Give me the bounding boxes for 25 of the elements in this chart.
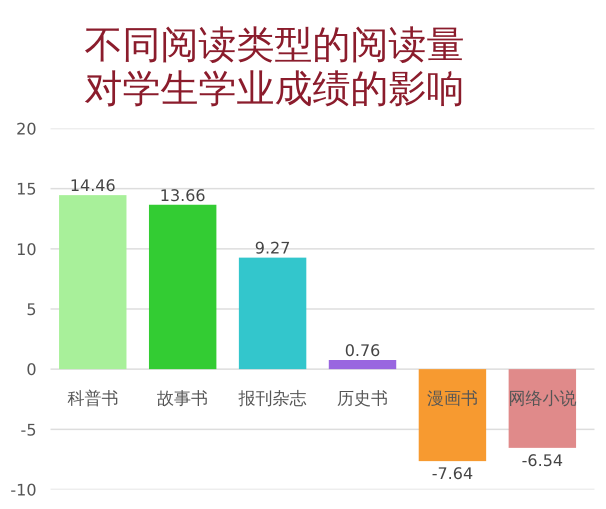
x-tick-label: 漫画书 [426,389,478,410]
data-label: -7.64 [432,464,474,484]
x-tick-label: 历史书 [337,389,388,410]
bar [59,195,126,370]
x-tick-label: 报刊杂志 [238,389,307,410]
y-tick-label: 20 [16,120,36,138]
y-tick-label: -5 [20,420,36,440]
bar [508,369,576,448]
bar [418,369,486,462]
data-label: 13.66 [160,186,206,205]
x-tick-label: 故事书 [157,389,208,410]
bar [238,258,306,370]
x-tick-label: 科普书 [67,389,118,410]
chart-title: 不同阅读类型的阅读量对学生学业成绩的影响 [84,22,464,110]
bar [148,204,216,370]
bar [328,360,396,370]
y-tick-label: 10 [16,240,36,259]
data-label: 9.27 [254,238,290,258]
data-label: 14.46 [70,176,116,196]
y-tick-label: 15 [16,180,36,199]
y-tick-label: 0 [26,360,37,380]
data-label: -6.54 [522,450,564,470]
y-tick-label: -10 [10,480,37,500]
y-tick-label: 5 [26,300,37,319]
data-label: 0.76 [344,341,380,360]
